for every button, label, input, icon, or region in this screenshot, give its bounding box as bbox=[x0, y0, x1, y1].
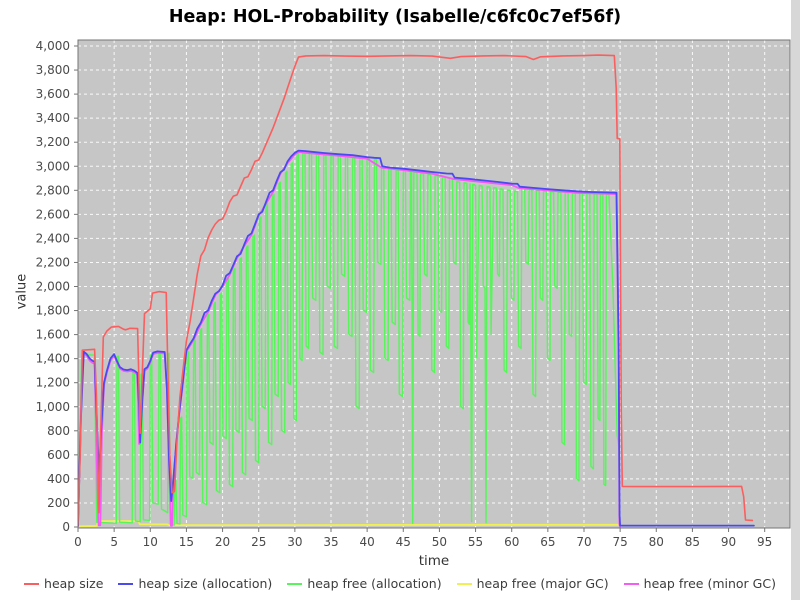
x-tick-label: 65 bbox=[540, 535, 555, 549]
y-tick-label: 1,200 bbox=[36, 376, 70, 390]
y-tick-label: 2,000 bbox=[36, 280, 70, 294]
x-tick-label: 45 bbox=[396, 535, 411, 549]
x-tick-label: 0 bbox=[74, 535, 82, 549]
x-tick-label: 60 bbox=[504, 535, 519, 549]
x-tick-label: 40 bbox=[359, 535, 374, 549]
legend-line-swatch bbox=[623, 582, 639, 585]
legend-line-swatch bbox=[456, 582, 472, 585]
y-tick-label: 1,400 bbox=[36, 352, 70, 366]
y-tick-label: 1,800 bbox=[36, 304, 70, 318]
x-tick-label: 70 bbox=[576, 535, 591, 549]
legend-item-heap-free-allocation: heap free (allocation) bbox=[287, 576, 442, 591]
y-tick-label: 3,000 bbox=[36, 159, 70, 173]
y-tick-label: 3,200 bbox=[36, 135, 70, 149]
y-tick-label: 1,000 bbox=[36, 400, 70, 414]
legend-item-heap-free-minor-GC: heap free (minor GC) bbox=[623, 576, 776, 591]
x-axis-label: time bbox=[418, 553, 450, 569]
x-tick-label: 20 bbox=[215, 535, 230, 549]
plot-border bbox=[77, 39, 791, 529]
legend-label: heap free (major GC) bbox=[476, 576, 609, 591]
y-tick-label: 3,600 bbox=[36, 87, 70, 101]
x-tick-label: 95 bbox=[757, 535, 772, 549]
tick-labels: 02004006008001,0001,2001,4001,6001,8002,… bbox=[36, 39, 773, 549]
x-tick-label: 10 bbox=[143, 535, 158, 549]
chart-legend: heap size heap size (allocation) heap free… bbox=[0, 576, 800, 591]
x-tick-label: 25 bbox=[251, 535, 266, 549]
y-tick-label: 1,600 bbox=[36, 328, 70, 342]
x-tick-label: 55 bbox=[468, 535, 483, 549]
y-tick-label: 400 bbox=[47, 472, 70, 486]
tick-marks bbox=[74, 45, 766, 532]
legend-line-swatch bbox=[24, 582, 40, 585]
y-tick-label: 4,000 bbox=[36, 39, 70, 53]
y-tick-label: 3,400 bbox=[36, 111, 70, 125]
y-tick-label: 2,600 bbox=[36, 207, 70, 221]
right-margin-strip bbox=[791, 0, 800, 600]
series-line-heap-size-allocation bbox=[78, 149, 755, 527]
y-tick-label: 0 bbox=[62, 520, 70, 534]
y-tick-label: 2,400 bbox=[36, 231, 70, 245]
y-tick-label: 600 bbox=[47, 448, 70, 462]
legend-item-heap-free-major-GC: heap free (major GC) bbox=[456, 576, 609, 591]
series-line-heap-size bbox=[78, 54, 754, 526]
chart-title: Heap: HOL-Probability (Isabelle/c6fc0c7e… bbox=[168, 7, 622, 27]
legend-line-swatch bbox=[287, 582, 303, 585]
x-tick-label: 50 bbox=[432, 535, 447, 549]
x-tick-label: 30 bbox=[287, 535, 302, 549]
legend-item-heap-size-allocation: heap size (allocation) bbox=[118, 576, 272, 591]
x-tick-label: 80 bbox=[649, 535, 664, 549]
series-line-heap-free-allocation bbox=[78, 152, 621, 528]
x-tick-label: 35 bbox=[323, 535, 338, 549]
x-tick-label: 15 bbox=[179, 535, 194, 549]
y-tick-label: 2,800 bbox=[36, 183, 70, 197]
legend-label: heap size bbox=[44, 576, 104, 591]
legend-line-swatch bbox=[118, 582, 134, 585]
x-tick-label: 75 bbox=[612, 535, 627, 549]
legend-label: heap free (allocation) bbox=[307, 576, 442, 591]
x-tick-label: 5 bbox=[110, 535, 118, 549]
series-lines bbox=[78, 54, 755, 528]
legend-label: heap size (allocation) bbox=[138, 576, 273, 591]
legend-label: heap free (minor GC) bbox=[643, 576, 776, 591]
x-tick-label: 90 bbox=[721, 535, 736, 549]
y-tick-label: 800 bbox=[47, 424, 70, 438]
legend-item-heap-size: heap size bbox=[24, 576, 103, 591]
x-tick-label: 85 bbox=[685, 535, 700, 549]
y-tick-label: 200 bbox=[47, 496, 70, 510]
y-tick-label: 3,800 bbox=[36, 63, 70, 77]
y-tick-label: 2,200 bbox=[36, 255, 70, 269]
